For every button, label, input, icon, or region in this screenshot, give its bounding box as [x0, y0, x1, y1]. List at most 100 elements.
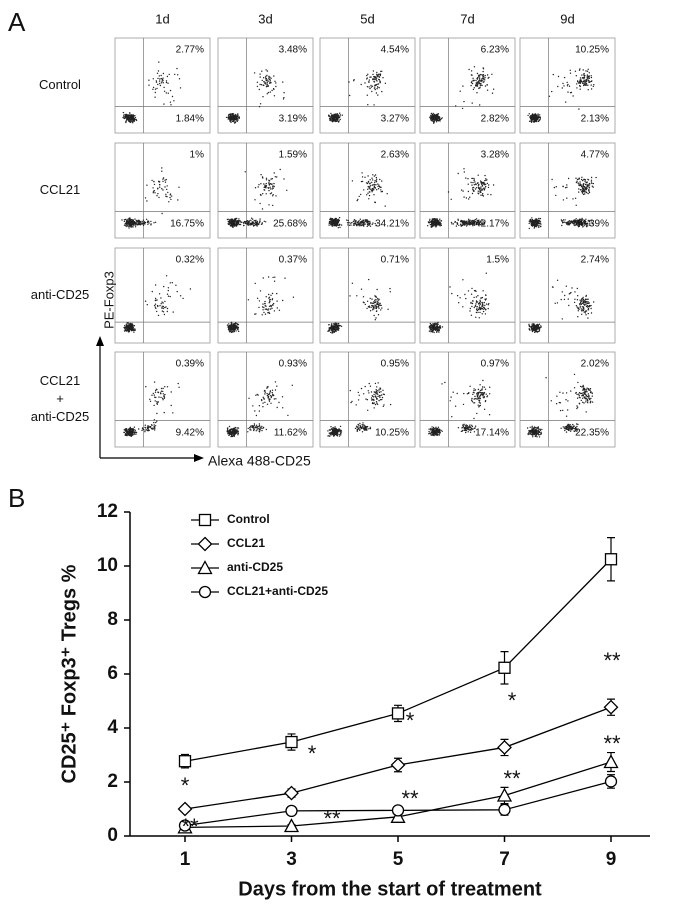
event-dot [383, 404, 385, 406]
event-dot [153, 421, 155, 424]
event-dot [478, 224, 480, 226]
event-dot [138, 223, 141, 225]
event-dot [375, 76, 377, 78]
event-dot [491, 92, 494, 94]
event-dot [142, 224, 145, 227]
event-dot [350, 222, 352, 224]
event-dot [125, 323, 128, 325]
event-dot [428, 325, 431, 328]
event-dot [266, 83, 268, 85]
event-dot [436, 224, 438, 226]
event-dot [376, 402, 378, 404]
event-dot [164, 181, 167, 183]
upper-percent: 6.23% [481, 45, 509, 56]
event-dot [456, 295, 459, 297]
event-dot [373, 301, 375, 303]
event-dot [486, 74, 489, 76]
event-dot [339, 325, 341, 327]
event-dot [338, 217, 341, 219]
event-dot [162, 72, 165, 75]
event-dot [359, 224, 361, 226]
event-dot [231, 118, 233, 121]
event-dot [337, 227, 339, 229]
event-dot [151, 394, 153, 396]
event-dot [533, 323, 535, 325]
event-dot [272, 276, 274, 279]
event-dot [476, 309, 479, 312]
event-dot [346, 219, 348, 221]
event-dot [331, 225, 333, 227]
event-dot [589, 81, 591, 83]
event-dot [160, 82, 163, 84]
event-dot [585, 189, 587, 191]
event-dot [535, 218, 537, 220]
event-dot [581, 176, 583, 178]
event-dot [581, 299, 583, 302]
event-dot [377, 185, 379, 188]
event-dot [179, 295, 182, 297]
event-dot [237, 223, 240, 225]
event-dot [228, 220, 230, 223]
event-dot [540, 223, 542, 225]
event-dot [483, 301, 485, 304]
event-dot [431, 220, 434, 222]
event-dot [538, 326, 540, 328]
event-dot [263, 81, 265, 83]
event-dot [552, 73, 554, 76]
event-dot [261, 425, 263, 428]
event-dot [369, 427, 372, 430]
event-dot [144, 424, 146, 426]
event-dot [234, 118, 236, 120]
event-dot [127, 431, 130, 434]
event-dot [587, 298, 589, 300]
event-dot [259, 76, 261, 78]
event-dot [467, 220, 469, 222]
flow-panel: 1d 3d 5d 7d 9dControl2.77%1.84%3.48%3.19%4.5… [31, 11, 616, 469]
event-dot [378, 79, 380, 81]
event-dot [229, 115, 231, 118]
event-dot [165, 81, 168, 84]
event-dot [430, 226, 432, 228]
event-dot [124, 430, 127, 432]
event-dot [481, 305, 483, 307]
event-dot [268, 179, 270, 181]
event-dot [235, 429, 237, 432]
event-dot [367, 175, 369, 177]
event-dot [370, 306, 372, 309]
event-dot [228, 323, 230, 325]
event-dot [230, 428, 232, 431]
event-dot [232, 325, 234, 327]
event-dot [169, 196, 171, 199]
event-dot [356, 199, 358, 202]
event-dot [482, 182, 484, 185]
event-dot [125, 121, 127, 124]
event-dot [371, 298, 373, 300]
event-dot [131, 428, 133, 430]
event-dot [434, 119, 436, 121]
event-dot [339, 430, 341, 432]
event-dot [229, 118, 232, 120]
event-dot [133, 115, 135, 117]
event-dot [530, 119, 532, 121]
event-dot [282, 407, 284, 409]
event-dot [484, 179, 486, 182]
event-dot [230, 330, 232, 333]
event-dot [146, 429, 149, 432]
event-dot [480, 194, 482, 196]
event-dot [177, 74, 179, 76]
event-dot [473, 66, 476, 68]
event-dot [162, 77, 164, 79]
event-dot [592, 182, 594, 185]
event-dot [262, 303, 264, 305]
event-dot [130, 434, 132, 437]
event-dot [429, 117, 432, 120]
event-dot [534, 226, 536, 228]
event-dot [582, 183, 584, 185]
event-dot [230, 218, 233, 220]
event-dot [173, 100, 175, 102]
event-dot [227, 223, 230, 225]
event-dot [163, 395, 165, 397]
event-dot [359, 428, 361, 430]
event-dot [562, 199, 565, 201]
event-dot [484, 77, 486, 79]
